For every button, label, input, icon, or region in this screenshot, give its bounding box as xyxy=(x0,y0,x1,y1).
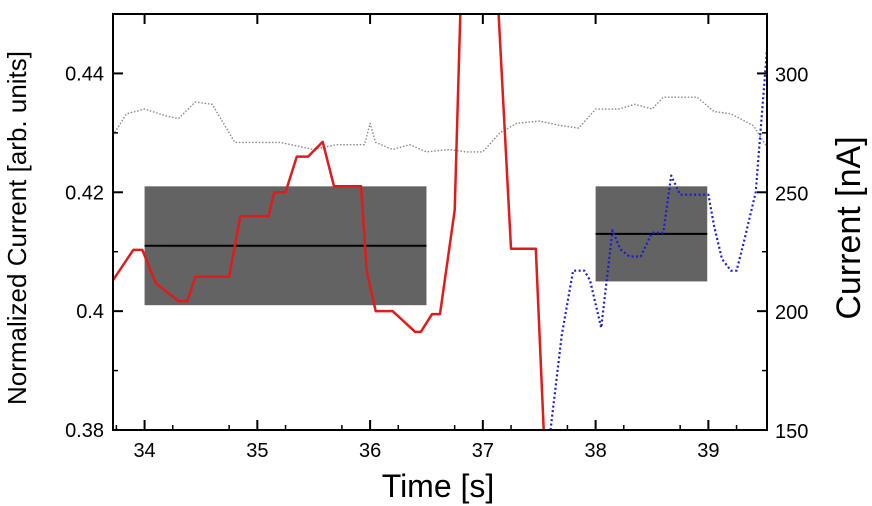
x-tick-label: 37 xyxy=(472,440,494,462)
y-left-tick-label: 0.42 xyxy=(65,182,104,204)
series-line-4 xyxy=(549,49,767,430)
y-right-tick-label: 150 xyxy=(775,421,808,443)
y-left-tick-label: 0.4 xyxy=(76,301,104,323)
x-tick-label: 39 xyxy=(697,440,719,462)
series-lines xyxy=(113,14,767,430)
y-right-tick-label: 200 xyxy=(775,302,808,324)
y-left-tick-label: 0.44 xyxy=(65,63,104,85)
x-tick-label: 34 xyxy=(133,440,155,462)
y-left-tick-label: 0.38 xyxy=(65,420,104,442)
axis-ticks xyxy=(113,14,767,431)
series-line-2 xyxy=(113,14,462,334)
right-axis-title: Current [nA] xyxy=(830,136,868,319)
shaded-regions xyxy=(144,186,708,306)
series-line-1 xyxy=(113,96,767,153)
y-right-tick-label: 300 xyxy=(775,64,808,86)
tick-labels: 34 35 36 37 38 39 0.38 0.4 0.42 0.44 150 200 250 300 xyxy=(65,63,808,462)
plot-frame xyxy=(112,13,768,431)
series-line-3 xyxy=(497,14,545,430)
x-axis-title: Time [s] xyxy=(382,468,495,504)
y-right-tick-label: 250 xyxy=(775,183,808,205)
x-tick-label: 36 xyxy=(359,440,381,462)
x-tick-label: 35 xyxy=(246,440,268,462)
x-tick-label: 38 xyxy=(584,440,606,462)
left-axis-title: Normalized Current [arb. units] xyxy=(2,51,32,405)
